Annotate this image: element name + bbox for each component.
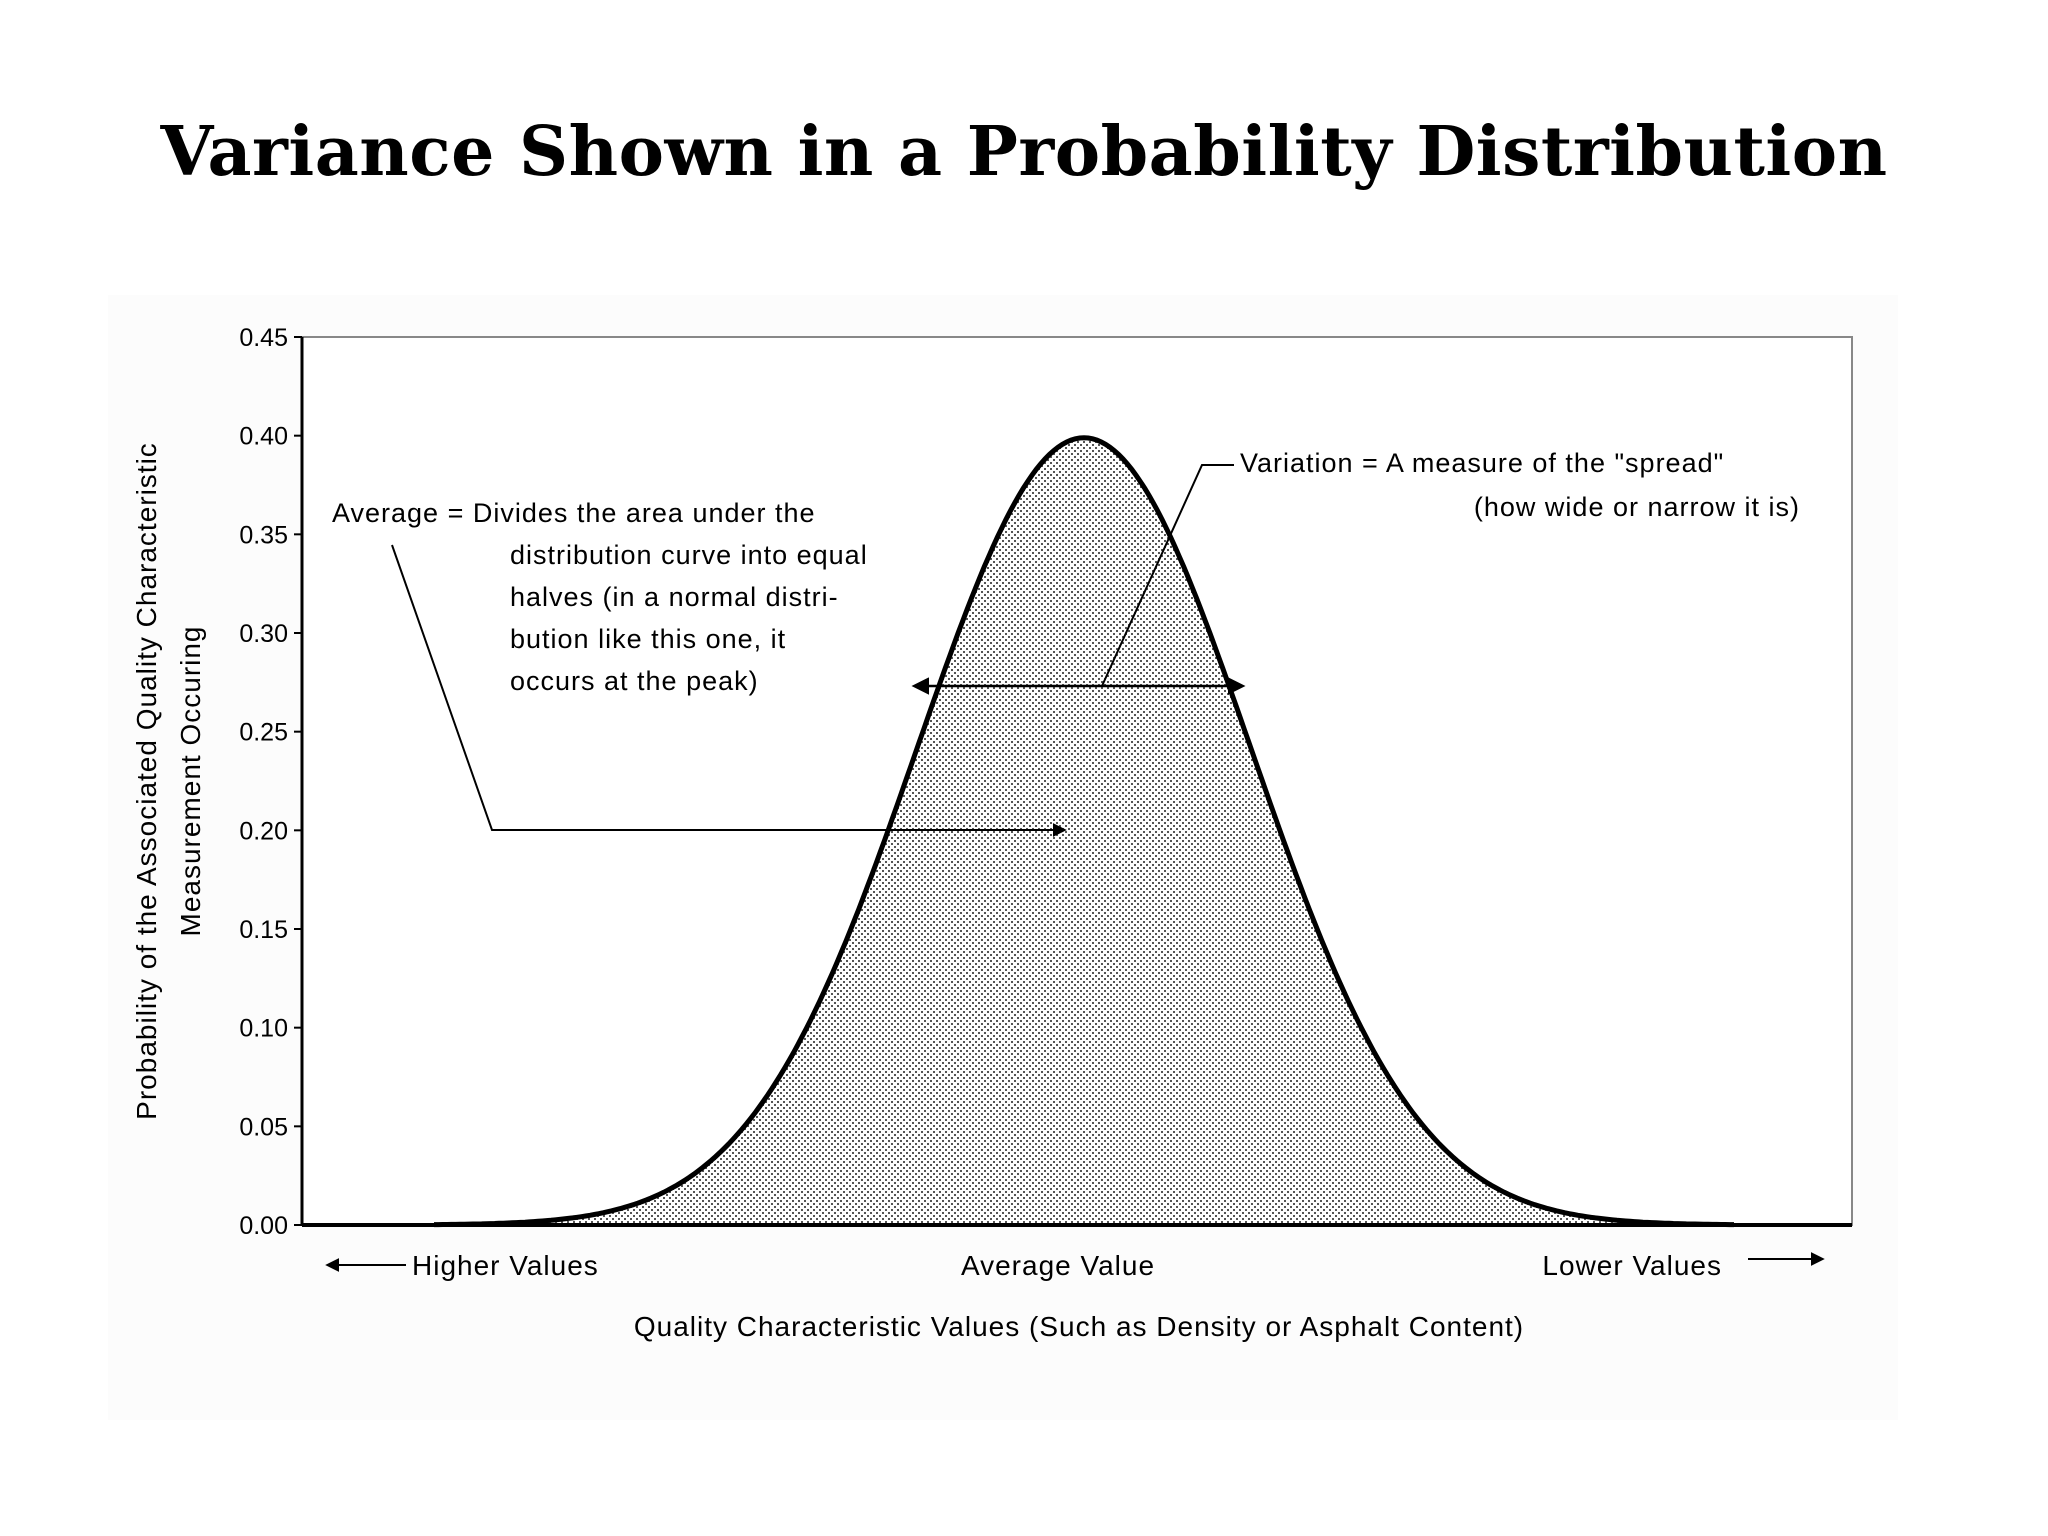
y-tick-label: 0.05: [239, 1113, 288, 1141]
distribution-area: [434, 437, 1734, 1225]
y-tick-label: 0.00: [239, 1212, 288, 1240]
distribution-curve: [434, 435, 1734, 1228]
slide-title: Variance Shown in a Probability Distribu…: [160, 112, 1888, 192]
variation-note-line-2: (how wide or narrow it is): [1474, 492, 1800, 522]
variation-annotation: Variation = A measure of the "spread" (h…: [911, 448, 1800, 695]
y-tick-label: 0.20: [239, 817, 288, 845]
x-axis-label: Quality Characteristic Values (Such as D…: [634, 1311, 1524, 1342]
x-category-average-value: Average Value: [961, 1250, 1155, 1281]
average-annotation: Average = Divides the area under the dis…: [332, 498, 1067, 837]
y-axis-ticks: 0.00 0.05 0.10 0.15 0.20 0.25 0.30 0.35 0.40 0.45: [239, 324, 302, 1240]
average-note-line-5: occurs at the peak): [510, 666, 759, 696]
x-category-higher-values: Higher Values: [412, 1250, 599, 1281]
y-tick-label: 0.40: [239, 423, 288, 451]
y-tick-label: 0.15: [239, 916, 288, 944]
average-note-line-2: distribution curve into equal: [510, 540, 868, 570]
average-note-line-4: bution like this one, it: [510, 624, 786, 654]
average-note-line-1: Average = Divides the area under the: [332, 498, 816, 528]
average-note-line-3: halves (in a normal distri-: [510, 582, 839, 612]
average-leader-arrow: [391, 544, 1067, 837]
y-tick-label: 0.45: [239, 324, 288, 352]
y-tick-label: 0.35: [239, 521, 288, 549]
y-axis-label-line-1: Probability of the Associated Quality Ch…: [131, 442, 162, 1120]
y-axis-label-line-2: Measurement Occuring: [175, 625, 206, 936]
variation-leader-line: [1101, 464, 1234, 687]
y-tick-label: 0.10: [239, 1015, 288, 1043]
y-tick-label: 0.25: [239, 719, 288, 747]
x-category-lower-values: Lower Values: [1542, 1250, 1722, 1281]
y-tick-label: 0.30: [239, 620, 288, 648]
variation-note-line-1: Variation = A measure of the "spread": [1240, 448, 1724, 478]
